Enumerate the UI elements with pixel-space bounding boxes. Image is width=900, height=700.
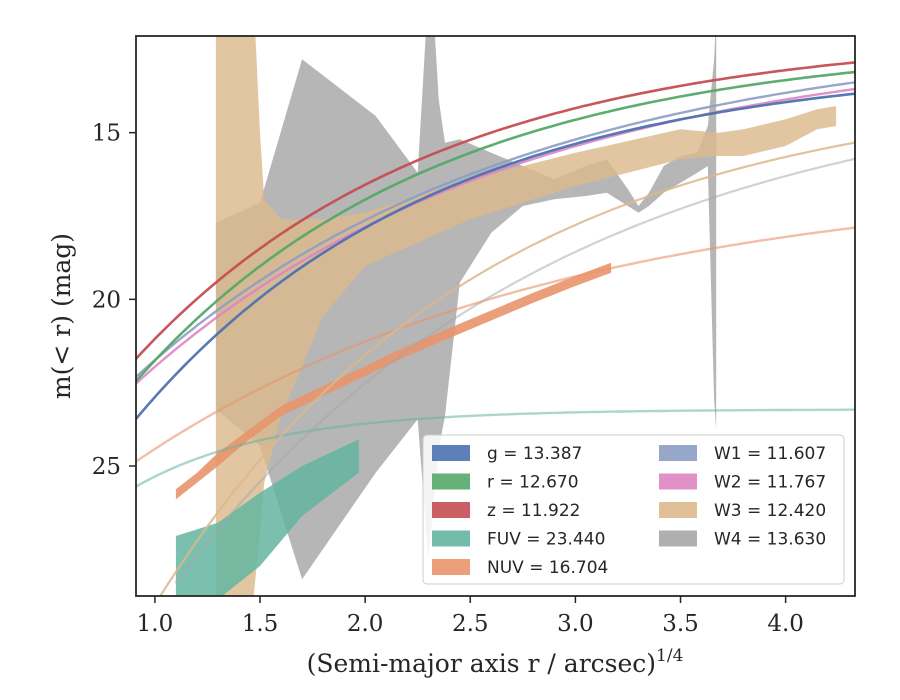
legend-swatch	[432, 502, 470, 518]
legend-item-r: r = 12.670	[432, 473, 579, 493]
y-tick-label: 15	[92, 121, 121, 147]
series-layer	[136, 36, 855, 596]
x-tick-label: 2.5	[452, 611, 489, 637]
legend-item-nuv: NUV = 16.704	[432, 558, 608, 578]
x-axis: 1.0 1.5 2.0 2.5 3.0 3.5 4.0	[137, 596, 804, 637]
x-tick-label: 1.5	[242, 611, 279, 637]
legend: g = 13.387 r = 12.670 z = 11.922 FUV = 23.4…	[422, 434, 845, 585]
x-axis-label: (Semi-major axis r / arcsec)1/4	[307, 646, 684, 678]
legend-label: z = 11.922	[487, 501, 580, 521]
legend-swatch	[659, 445, 697, 461]
plot-frame	[135, 35, 856, 597]
legend-label: W2 = 11.767	[714, 473, 826, 493]
curve-fuv	[136, 408, 855, 488]
legend-swatch	[432, 559, 470, 575]
legend-swatch	[432, 473, 470, 490]
legend-item-g: g = 13.387	[432, 444, 582, 464]
legend-swatch	[659, 530, 697, 547]
legend-label: g = 13.387	[487, 444, 582, 464]
y-axis-label: m(< r) (mag)	[47, 233, 76, 399]
x-tick-label: 2.0	[347, 611, 384, 637]
band-fuv-band	[175, 439, 359, 596]
legend-label: r = 12.670	[487, 473, 579, 493]
band-nuv-band	[175, 262, 612, 500]
legend-item-w2: W2 = 11.767	[659, 473, 826, 493]
legend-item-w3: W3 = 12.420	[659, 501, 826, 521]
curve-r	[136, 70, 855, 383]
legend-label: FUV = 23.440	[487, 530, 605, 550]
y-tick-label: 25	[92, 454, 121, 480]
legend-box	[422, 434, 845, 585]
curve-g	[136, 92, 855, 421]
y-axis: 15 20 25	[92, 121, 136, 480]
x-tick-label: 1.0	[137, 611, 174, 637]
legend-swatch	[659, 502, 697, 518]
curve-z	[136, 61, 855, 361]
y-tick-label: 20	[92, 287, 121, 313]
legend-label: NUV = 16.704	[487, 558, 608, 578]
curve-w4-fit	[174, 157, 855, 584]
legend-item-w1: W1 = 11.607	[659, 444, 826, 464]
x-tick-label: 3.0	[557, 611, 594, 637]
curve-nuv	[136, 226, 855, 463]
x-axis-label-main: (Semi-major axis r / arcsec)	[307, 649, 656, 678]
legend-label: W3 = 12.420	[714, 501, 826, 521]
x-tick-label: 4.0	[767, 611, 804, 637]
legend-item-z: z = 11.922	[432, 501, 580, 521]
legend-item-w4: W4 = 13.630	[659, 530, 826, 550]
legend-label: W1 = 11.607	[714, 444, 826, 464]
legend-swatch	[432, 445, 470, 461]
legend-swatch	[659, 473, 697, 490]
legend-swatch	[432, 530, 470, 547]
legend-item-fuv: FUV = 23.440	[432, 530, 605, 550]
curve-w3-fit	[159, 141, 855, 596]
curve-w1	[136, 81, 855, 379]
x-tick-label: 3.5	[662, 611, 699, 637]
legend-label: W4 = 13.630	[714, 530, 826, 550]
x-axis-label-superscript: 1/4	[656, 646, 683, 666]
